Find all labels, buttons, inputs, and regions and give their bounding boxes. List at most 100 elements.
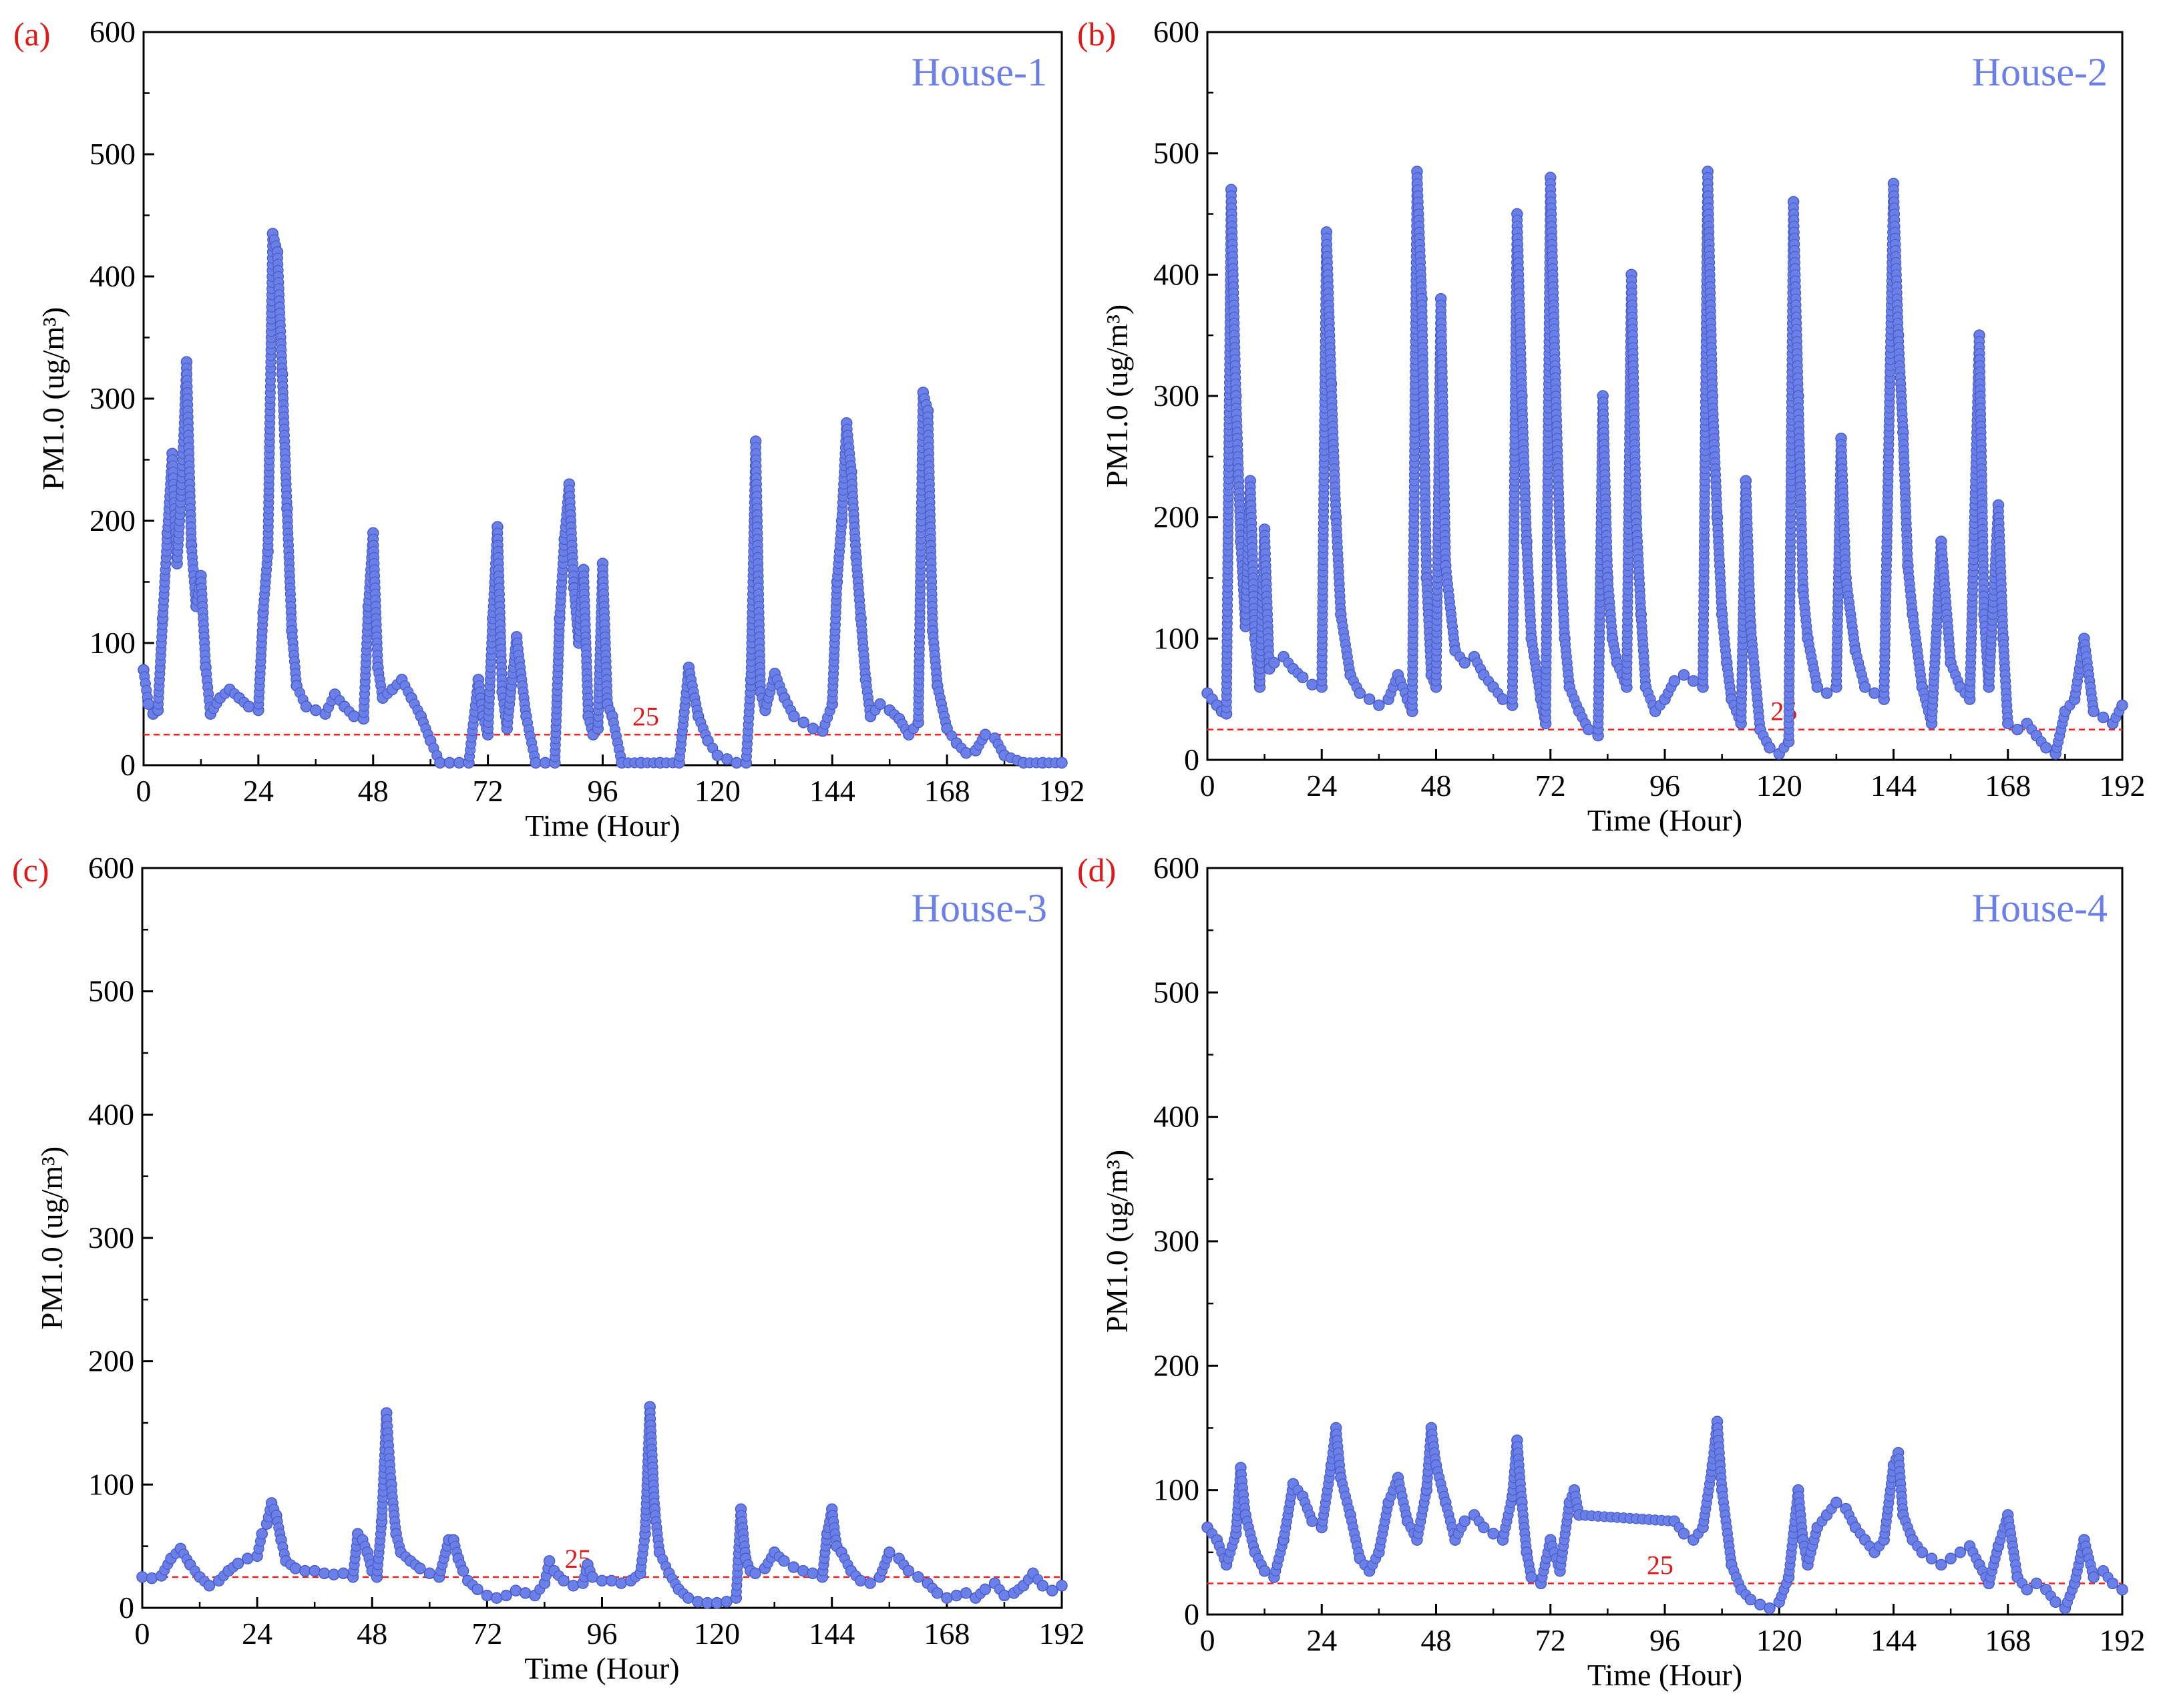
data-point [1458,656,1471,669]
data-point [2040,742,2052,754]
y-tick-label: 100 [1153,621,1199,655]
threshold-label: 25 [1647,1550,1673,1580]
chart-panel-3: 0 100 200 300 400 500 600 0 24 48 72 96 120 144 168 192… [12,851,1085,1685]
x-tick-label: 120 [1756,769,1802,803]
data-point [1363,693,1376,705]
data-point [1046,1584,1058,1596]
x-axis-title: Time (Hour) [524,1651,679,1685]
x-tick-label: 0 [136,774,152,808]
y-tick-label: 400 [1153,257,1199,291]
data-point [807,722,819,734]
data-point [874,698,886,710]
data-point [256,1528,268,1540]
data-point [1478,1521,1490,1534]
data-point [941,1592,953,1604]
data-point [1678,669,1690,681]
x-tick-label: 192 [2100,769,2146,803]
x-tick-label: 168 [924,774,970,808]
x-tick-label: 24 [242,1617,272,1651]
x-tick-label: 24 [1306,1623,1337,1657]
data-point [2011,723,2023,736]
house-title: House-1 [912,50,1047,94]
panel-letter: (c) [12,851,49,889]
data-point [232,1557,244,1570]
data-point [1306,678,1318,691]
data-point [2030,1577,2043,1590]
x-tick-label: 0 [1200,769,1215,803]
data-point [692,1596,704,1608]
y-tick-label: 600 [88,851,134,885]
data-point [1056,1580,1068,1592]
data-point [1458,1515,1471,1527]
data-point [2097,711,2110,724]
y-axis-title: PM1.0 (ug/m³) [1100,304,1134,487]
y-tick-label: 0 [1184,1597,1199,1631]
y-tick-label: 200 [88,1344,134,1378]
y-tick-label: 300 [89,381,136,415]
data-point [567,1580,580,1592]
data-point [328,1568,340,1580]
data-point [1868,687,1881,699]
data-point [902,1564,915,1577]
y-tick-label: 600 [1153,15,1199,49]
data-point [1056,757,1068,769]
data-point [864,1577,876,1589]
x-tick-label: 96 [587,1617,618,1651]
data-point [471,1583,483,1596]
chart-panel-4: 0 100 200 300 400 500 600 0 24 48 72 96 120 144 168 192… [1077,851,2146,1692]
y-tick-label: 200 [1153,500,1199,534]
panel-letter: (a) [13,15,51,53]
data-point [778,1555,790,1567]
data-point [1688,675,1700,687]
data-point [481,1589,494,1602]
data-point [457,1564,469,1577]
x-axis-title: Time (Hour) [1587,803,1742,837]
house-title: House-3 [912,886,1047,930]
data-point [1744,1593,1757,1606]
data-point [2088,1571,2100,1583]
x-tick-label: 96 [1649,1623,1680,1657]
data-point [960,1587,972,1599]
data-point [1935,1558,1947,1571]
x-axis-title: Time (Hour) [1587,1658,1742,1692]
x-tick-label: 48 [357,1617,387,1651]
data-point [136,1571,148,1583]
data-point [1811,681,1824,693]
data-point [998,1589,1010,1602]
data-point [414,1562,426,1574]
data-point [797,716,810,728]
data-point [1764,742,1776,754]
data-point [797,1564,809,1577]
x-tick-label: 120 [1756,1623,1802,1657]
data-point [749,1567,761,1580]
panel-letter: (b) [1077,15,1116,53]
data-point [203,1580,216,1592]
data-point [242,1552,254,1564]
x-tick-label: 168 [924,1617,970,1651]
y-tick-label: 500 [88,974,134,1008]
data-point [883,1546,896,1558]
y-tick-label: 400 [88,1097,134,1131]
x-tick-label: 144 [809,774,855,808]
data-point [1820,687,1833,699]
y-tick-label: 500 [1153,975,1199,1009]
chart-panel-1: 0 100 200 300 400 500 600 0 24 48 72 96 120 144 168 192… [13,15,1085,843]
data-point [2088,705,2100,718]
data-point [2002,717,2014,730]
x-tick-label: 168 [1985,769,2031,803]
y-tick-label: 300 [1153,1224,1199,1258]
x-tick-label: 144 [1870,769,1917,803]
y-tick-label: 500 [89,137,136,171]
x-tick-label: 72 [1535,769,1566,803]
data-point [2049,1596,2061,1609]
data-point [788,710,800,722]
plot-frame [141,867,1063,1609]
y-tick-label: 100 [89,626,136,660]
x-tick-label: 24 [243,774,274,808]
data-point [1525,1571,1537,1583]
data-series [138,228,1068,769]
data-point [146,1572,158,1584]
data-point [490,1592,503,1604]
data-point [510,1584,522,1596]
data-point [1497,693,1509,705]
